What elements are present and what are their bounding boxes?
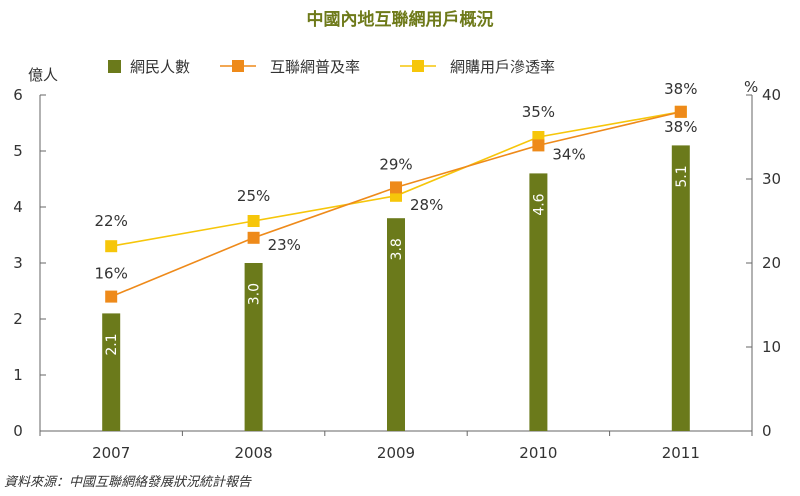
x-tick-label: 2007	[92, 444, 130, 462]
x-tick-label: 2010	[519, 444, 557, 462]
bar-value-label: 3.8	[389, 238, 405, 260]
lines	[105, 105, 687, 303]
source-note: 資料來源：中國互聯網絡發展狀況統計報告	[4, 475, 252, 490]
bar-value-label: 2.1	[104, 333, 120, 355]
line-value-label: 28%	[410, 196, 443, 214]
right-tick-label: 0	[762, 422, 772, 440]
series-marker	[247, 215, 260, 227]
x-tick-label: 2009	[377, 444, 415, 462]
line-value-label: 29%	[379, 155, 412, 173]
legend: 網民人數 互聯網普及率 網購用戶滲透率	[108, 58, 555, 76]
bar	[102, 313, 121, 431]
left-tick-label: 0	[13, 422, 23, 440]
line-value-label: 23%	[268, 236, 301, 254]
legend-label: 網購用戶滲透率	[450, 58, 555, 76]
bar	[244, 263, 263, 431]
bar-value-label: 5.1	[674, 165, 690, 187]
line-value-label: 25%	[237, 187, 270, 205]
right-axis-unit: %	[744, 78, 758, 96]
series-marker	[105, 290, 118, 303]
line-value-label: 38%	[664, 80, 697, 98]
left-tick-label: 3	[13, 254, 23, 272]
data-labels: 2.1 3.0 3.8 4.6 5.1 16% 23% 29% 34% 38% 22% 25% 28% 3…	[95, 80, 698, 356]
left-axis-unit: 億人	[28, 66, 58, 84]
line-value-label: 38%	[664, 118, 697, 136]
line-value-label: 34%	[552, 145, 585, 163]
left-tick-label: 5	[13, 142, 23, 160]
bar-value-label: 3.0	[247, 283, 263, 305]
series-marker	[105, 240, 118, 253]
left-tick-label: 1	[13, 366, 23, 384]
x-tick-label: 2011	[662, 444, 700, 462]
bar	[529, 173, 548, 431]
line-value-label: 22%	[95, 212, 128, 230]
bars	[102, 145, 690, 431]
line-value-label: 16%	[95, 265, 128, 283]
legend-label: 網民人數	[130, 58, 190, 76]
right-tick-label: 40	[762, 86, 781, 104]
series-marker	[532, 139, 545, 152]
legend-label: 互聯網普及率	[270, 58, 360, 76]
right-tick-label: 20	[762, 254, 781, 272]
series-marker	[390, 181, 402, 194]
legend-swatch	[108, 60, 121, 73]
left-tick-label: 6	[13, 86, 23, 104]
line-value-label: 35%	[522, 103, 555, 121]
bar	[671, 145, 690, 431]
legend-swatch	[232, 60, 244, 72]
series-marker	[247, 231, 260, 244]
x-tick-label: 2008	[235, 444, 273, 462]
series-marker	[674, 105, 687, 118]
bar-value-label: 4.6	[531, 193, 547, 215]
legend-swatch	[412, 60, 424, 72]
bar	[387, 218, 405, 431]
left-tick-label: 2	[13, 310, 23, 328]
right-tick-label: 30	[762, 170, 781, 188]
chart-title: 中國內地互聯網用戶概況	[307, 9, 494, 30]
left-tick-label: 4	[13, 198, 23, 216]
right-tick-label: 10	[762, 338, 781, 356]
